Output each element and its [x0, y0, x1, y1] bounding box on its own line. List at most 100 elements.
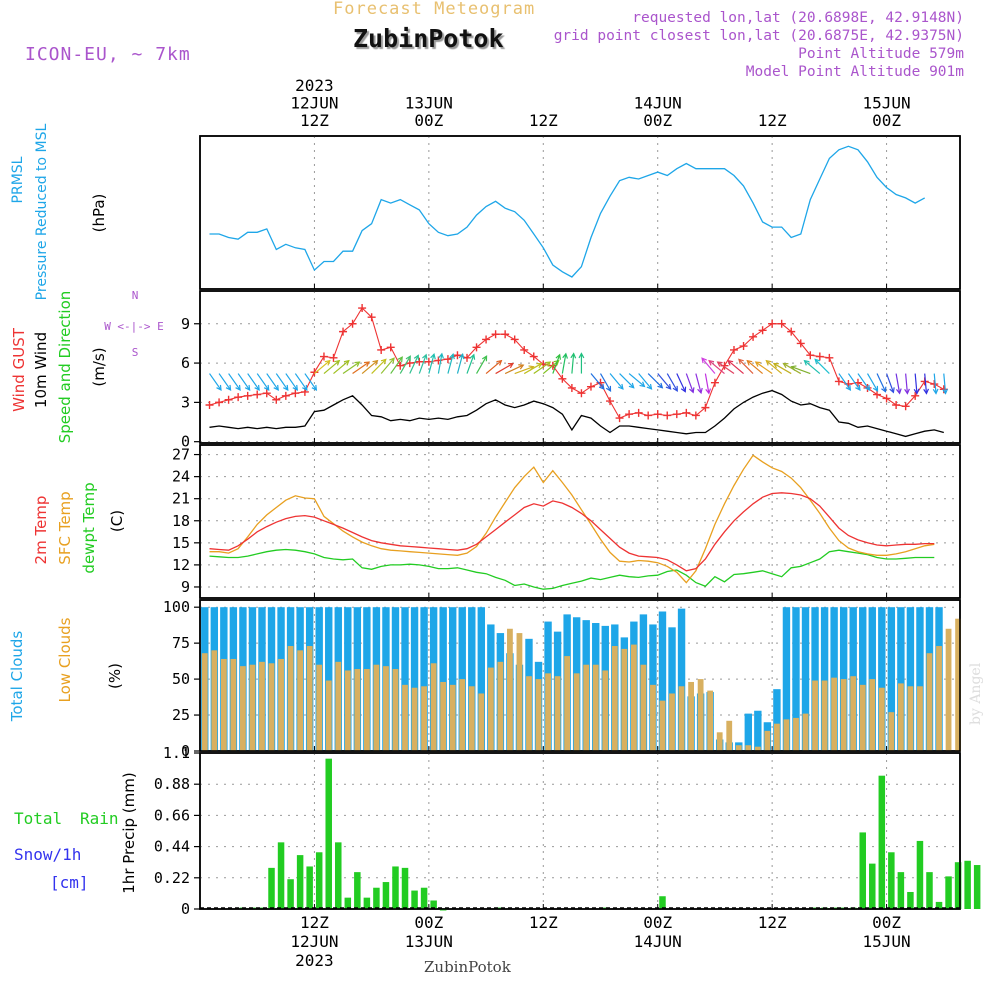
- rain-bar: [973, 865, 981, 909]
- gust-marker: [224, 395, 233, 404]
- low-cloud-bar: [840, 679, 847, 751]
- temp-unit: (C): [108, 510, 126, 532]
- low-cloud-bar: [859, 684, 866, 751]
- sfc-temp-label: SFC Temp: [56, 491, 74, 564]
- low-cloud-bar: [402, 684, 408, 751]
- gust-marker: [815, 352, 824, 361]
- bottom-time-label: 12Z: [529, 913, 558, 932]
- wind-arrow-shaft: [380, 357, 395, 374]
- gust-marker: [911, 391, 920, 400]
- wind-arrow: [275, 373, 289, 391]
- wind-dir-label: Speed and Direction: [56, 291, 74, 444]
- gust-marker: [586, 382, 595, 391]
- wind-arrow: [561, 352, 568, 374]
- gust-marker: [663, 411, 672, 420]
- total-cloud-bar: [792, 607, 800, 751]
- compass-n: N: [132, 289, 139, 302]
- wind-arrow: [495, 362, 515, 375]
- rain-bar: [373, 887, 380, 909]
- wind-arrow-head: [283, 384, 289, 391]
- gust-marker: [396, 361, 405, 370]
- wind-arrow-shaft: [727, 360, 744, 375]
- low-cloud-bar: [745, 745, 752, 751]
- wind-arrow-shaft: [266, 373, 279, 391]
- gust-marker: [787, 327, 796, 336]
- wind-arrow-shaft: [755, 361, 773, 375]
- wind-arrow: [754, 361, 773, 375]
- wind-arrow-head: [553, 359, 560, 366]
- wind-arrow: [485, 359, 503, 375]
- wind-arrow-shaft: [209, 373, 222, 391]
- wind-arrow: [942, 373, 949, 395]
- low-cloud-bar: [678, 686, 685, 751]
- gust-marker: [796, 339, 805, 348]
- low-cloud-bar: [726, 720, 733, 751]
- wind-arrow-shaft: [886, 373, 894, 393]
- wind-arrow-shaft: [708, 360, 725, 375]
- low-clouds-label-text: Low Clouds: [56, 617, 74, 702]
- wind-arrow: [847, 373, 861, 391]
- wind-arrow-shaft: [838, 373, 851, 391]
- wind-arrow-shaft: [765, 360, 783, 375]
- gust-marker: [749, 332, 758, 341]
- wind-arrow-head: [518, 364, 525, 370]
- wind-arrow-shaft: [447, 354, 454, 374]
- wind-arrow-head: [881, 386, 887, 393]
- wind-arrow: [361, 359, 379, 375]
- low-cloud-bar: [268, 663, 275, 751]
- sfc-temp-label-text: SFC Temp: [56, 491, 74, 564]
- wind-arrow: [294, 373, 308, 391]
- low-cloud-bar: [831, 677, 838, 751]
- low-cloud-bar: [793, 717, 799, 751]
- wind-10m-label-text: 10m Wind: [32, 332, 50, 408]
- wind-arrow-head: [932, 388, 939, 395]
- wind-arrow-shaft: [847, 373, 861, 391]
- wind-arrow: [657, 373, 672, 390]
- panel-temperature: 9 12 15 18 21 24 27: [172, 444, 961, 599]
- rain-bar: [287, 879, 294, 909]
- wind-arrow-shaft: [399, 355, 411, 374]
- top-time-label: 12JUN: [290, 94, 338, 113]
- wind-arrow-head: [216, 384, 222, 391]
- wind-arrow-head: [790, 365, 797, 371]
- low-cloud-bar: [335, 661, 342, 751]
- y-tick-label: 6: [181, 354, 190, 372]
- top-time-label: 2023: [295, 76, 334, 95]
- low-cloud-bar: [621, 648, 628, 751]
- wind-arrow-head: [507, 362, 515, 369]
- low-cloud-bar: [955, 618, 961, 751]
- y-tick-label: 25: [172, 706, 190, 724]
- wind-arrow: [418, 353, 428, 374]
- wind-arrow-head: [754, 361, 761, 367]
- wind-arrow-shaft: [304, 373, 317, 391]
- low-cloud-bar: [669, 693, 675, 751]
- low-cloud-bar: [716, 732, 723, 751]
- wind-arrow: [666, 373, 678, 392]
- gust-marker: [205, 401, 214, 409]
- wind-arrow-head: [438, 352, 445, 359]
- wind-arrow-shaft: [704, 373, 710, 394]
- low-cloud-bar: [926, 653, 933, 751]
- wind-arrow-shaft: [609, 373, 624, 390]
- wind-arrow: [695, 373, 703, 395]
- total-cloud-bar: [801, 607, 810, 751]
- wind-arrow: [380, 357, 395, 374]
- low-cloud-bar: [754, 746, 761, 751]
- wind-arrow: [476, 355, 488, 374]
- wind-arrow-head: [263, 384, 270, 391]
- low-cloud-bar: [240, 666, 246, 751]
- wind-arrow-head: [397, 356, 403, 363]
- gust-marker: [634, 408, 643, 417]
- rain-bar: [363, 897, 371, 909]
- panel-border: [199, 599, 961, 752]
- compass-s: S: [132, 346, 139, 359]
- wind-arrow-head: [904, 388, 910, 395]
- low-cloud-bar: [945, 628, 952, 751]
- wind-arrow-head: [605, 385, 612, 392]
- wind-arrow: [638, 373, 653, 390]
- low-cloud-bar: [259, 661, 265, 751]
- wind-arrow-shaft: [685, 373, 694, 393]
- total-clouds-label-text: Total Clouds: [8, 631, 26, 723]
- wind-arrow: [886, 373, 895, 394]
- low-cloud-bar: [878, 687, 885, 751]
